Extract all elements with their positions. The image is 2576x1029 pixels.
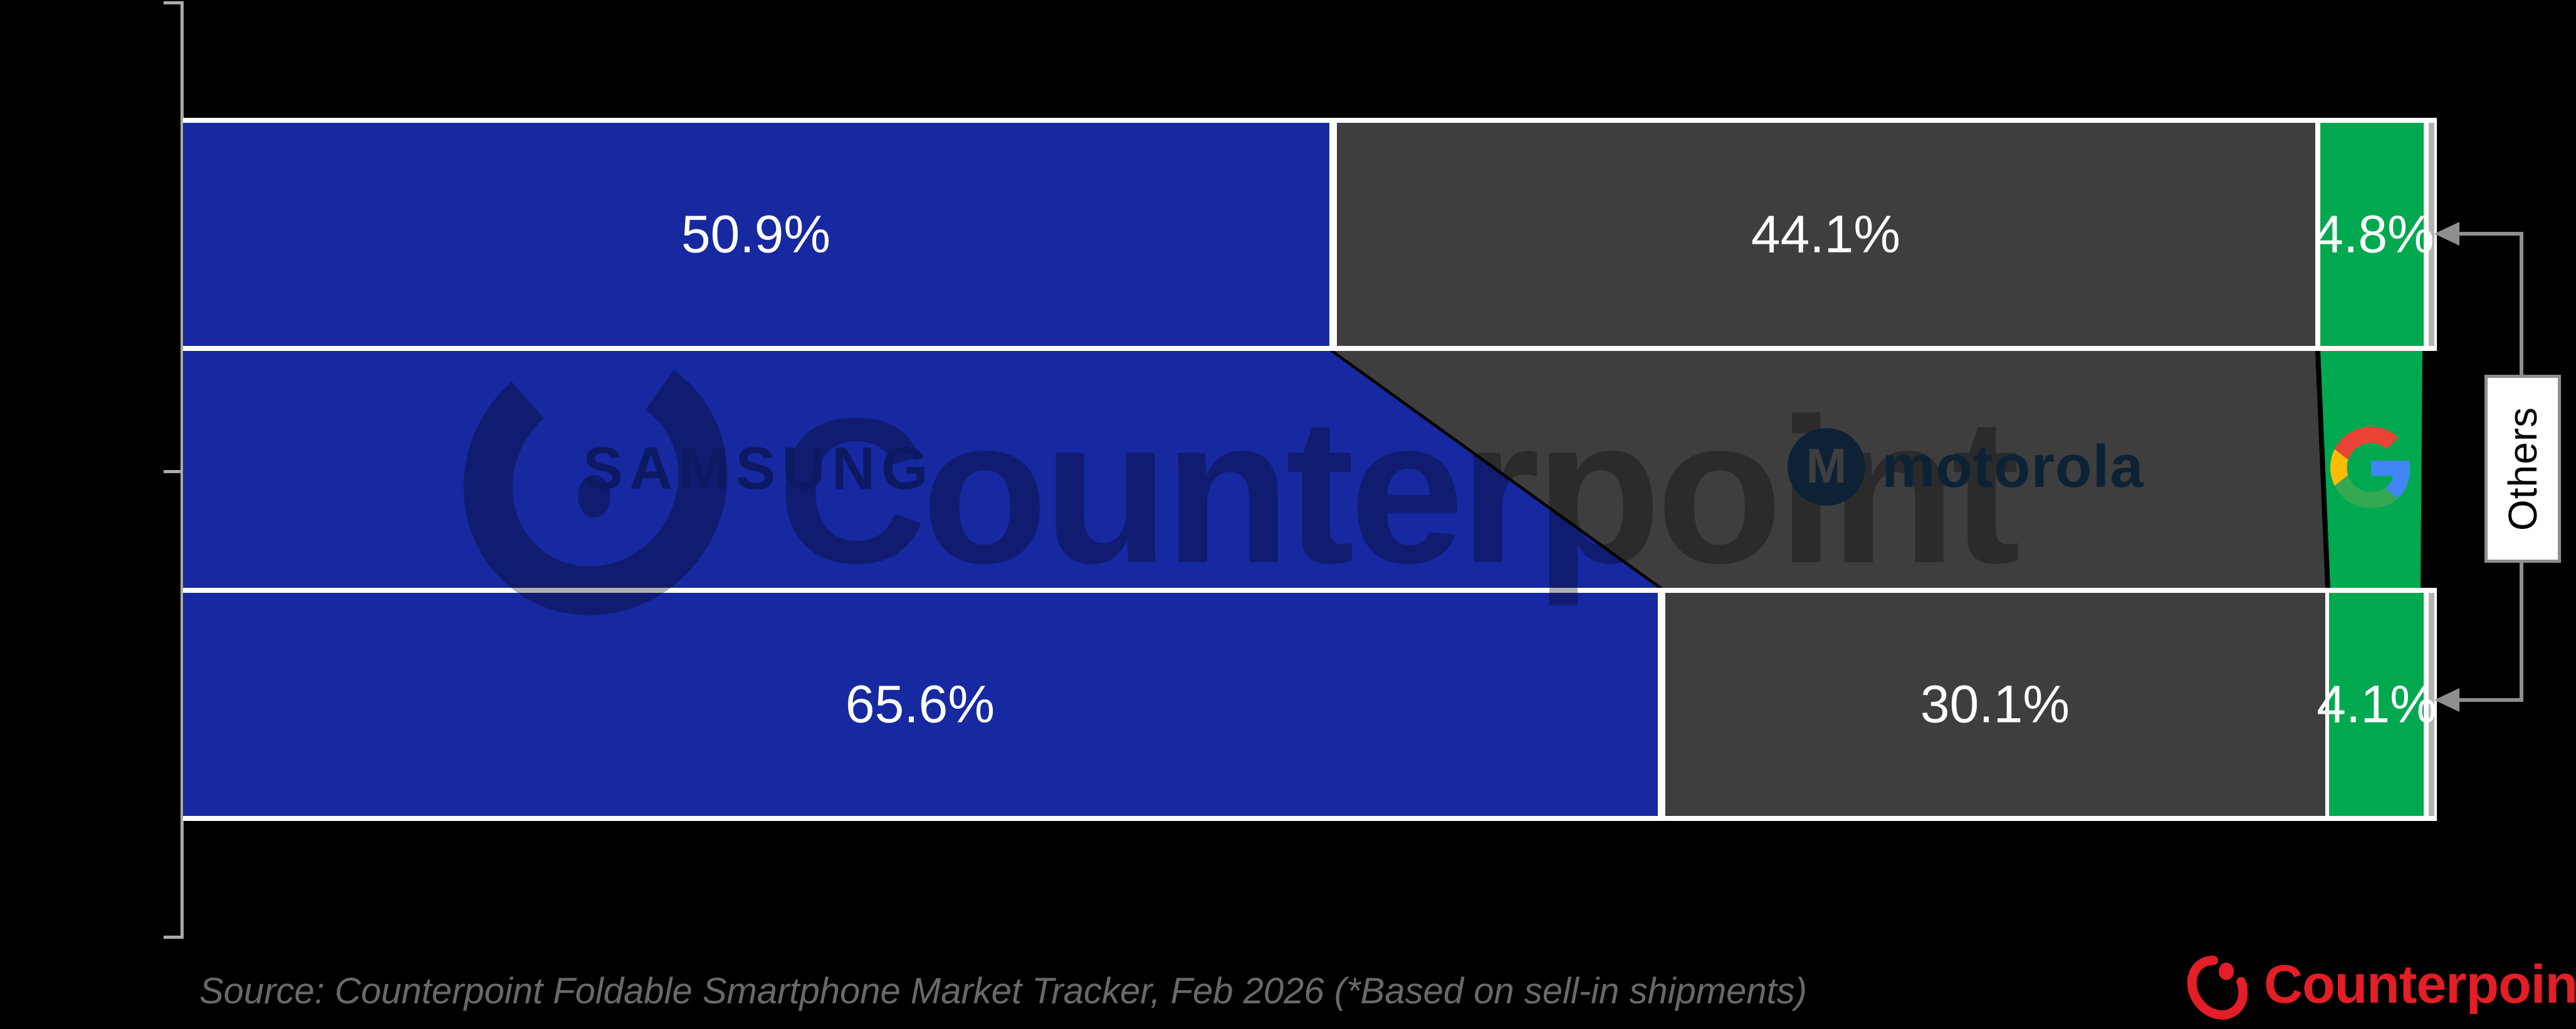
motorola-logo: M motorola	[1788, 428, 2144, 506]
label-top-samsung: 50.9%	[681, 204, 831, 264]
others-arrow-top-icon	[2434, 222, 2459, 246]
axis-tick-top	[164, 1, 181, 4]
counterpoint-swirl-icon	[2187, 955, 2248, 1020]
others-connector-bottom	[2452, 698, 2523, 702]
label-bottom-motorola: 30.1%	[1920, 674, 2070, 734]
segment-top-google	[2320, 123, 2424, 346]
label-bottom-google: 4.1%	[2317, 674, 2437, 734]
samsung-logo: SAMSUNG	[583, 435, 935, 502]
others-connector-top	[2452, 232, 2523, 236]
segment-top-motorola	[1337, 123, 2315, 346]
segment-bottom-google	[2329, 593, 2424, 816]
source-note: Source: Counterpoint Foldable Smartphone…	[199, 971, 1808, 1011]
axis-tick-bottom	[164, 936, 181, 939]
others-arrow-bottom-icon	[2434, 688, 2459, 712]
label-top-motorola: 44.1%	[1751, 204, 1901, 264]
segment-bottom-samsung	[183, 593, 1658, 816]
motorola-m-glyph: M	[1806, 438, 1847, 493]
axis-tick-middle	[164, 470, 181, 473]
label-bottom-samsung: 65.6%	[845, 674, 995, 734]
counterpoint-logo: Counterpoint	[2187, 946, 2576, 1023]
others-label: Others	[2500, 406, 2545, 531]
segment-bottom-others	[2429, 593, 2434, 816]
segment-top-samsung	[183, 123, 1329, 346]
others-callout-box: Others	[2484, 375, 2561, 563]
motorola-batwing-icon: M	[1788, 428, 1865, 506]
flow-samsung	[183, 351, 1658, 588]
google-g-icon	[2330, 427, 2411, 508]
counterpoint-wordmark: Counterpoint	[2264, 954, 2576, 1015]
label-top-google: 4.8%	[2314, 204, 2434, 264]
y-axis-line	[181, 1, 184, 939]
motorola-wordmark: motorola	[1882, 433, 2144, 500]
segment-top-others	[2429, 123, 2434, 346]
segment-bottom-motorola	[1665, 593, 2325, 816]
